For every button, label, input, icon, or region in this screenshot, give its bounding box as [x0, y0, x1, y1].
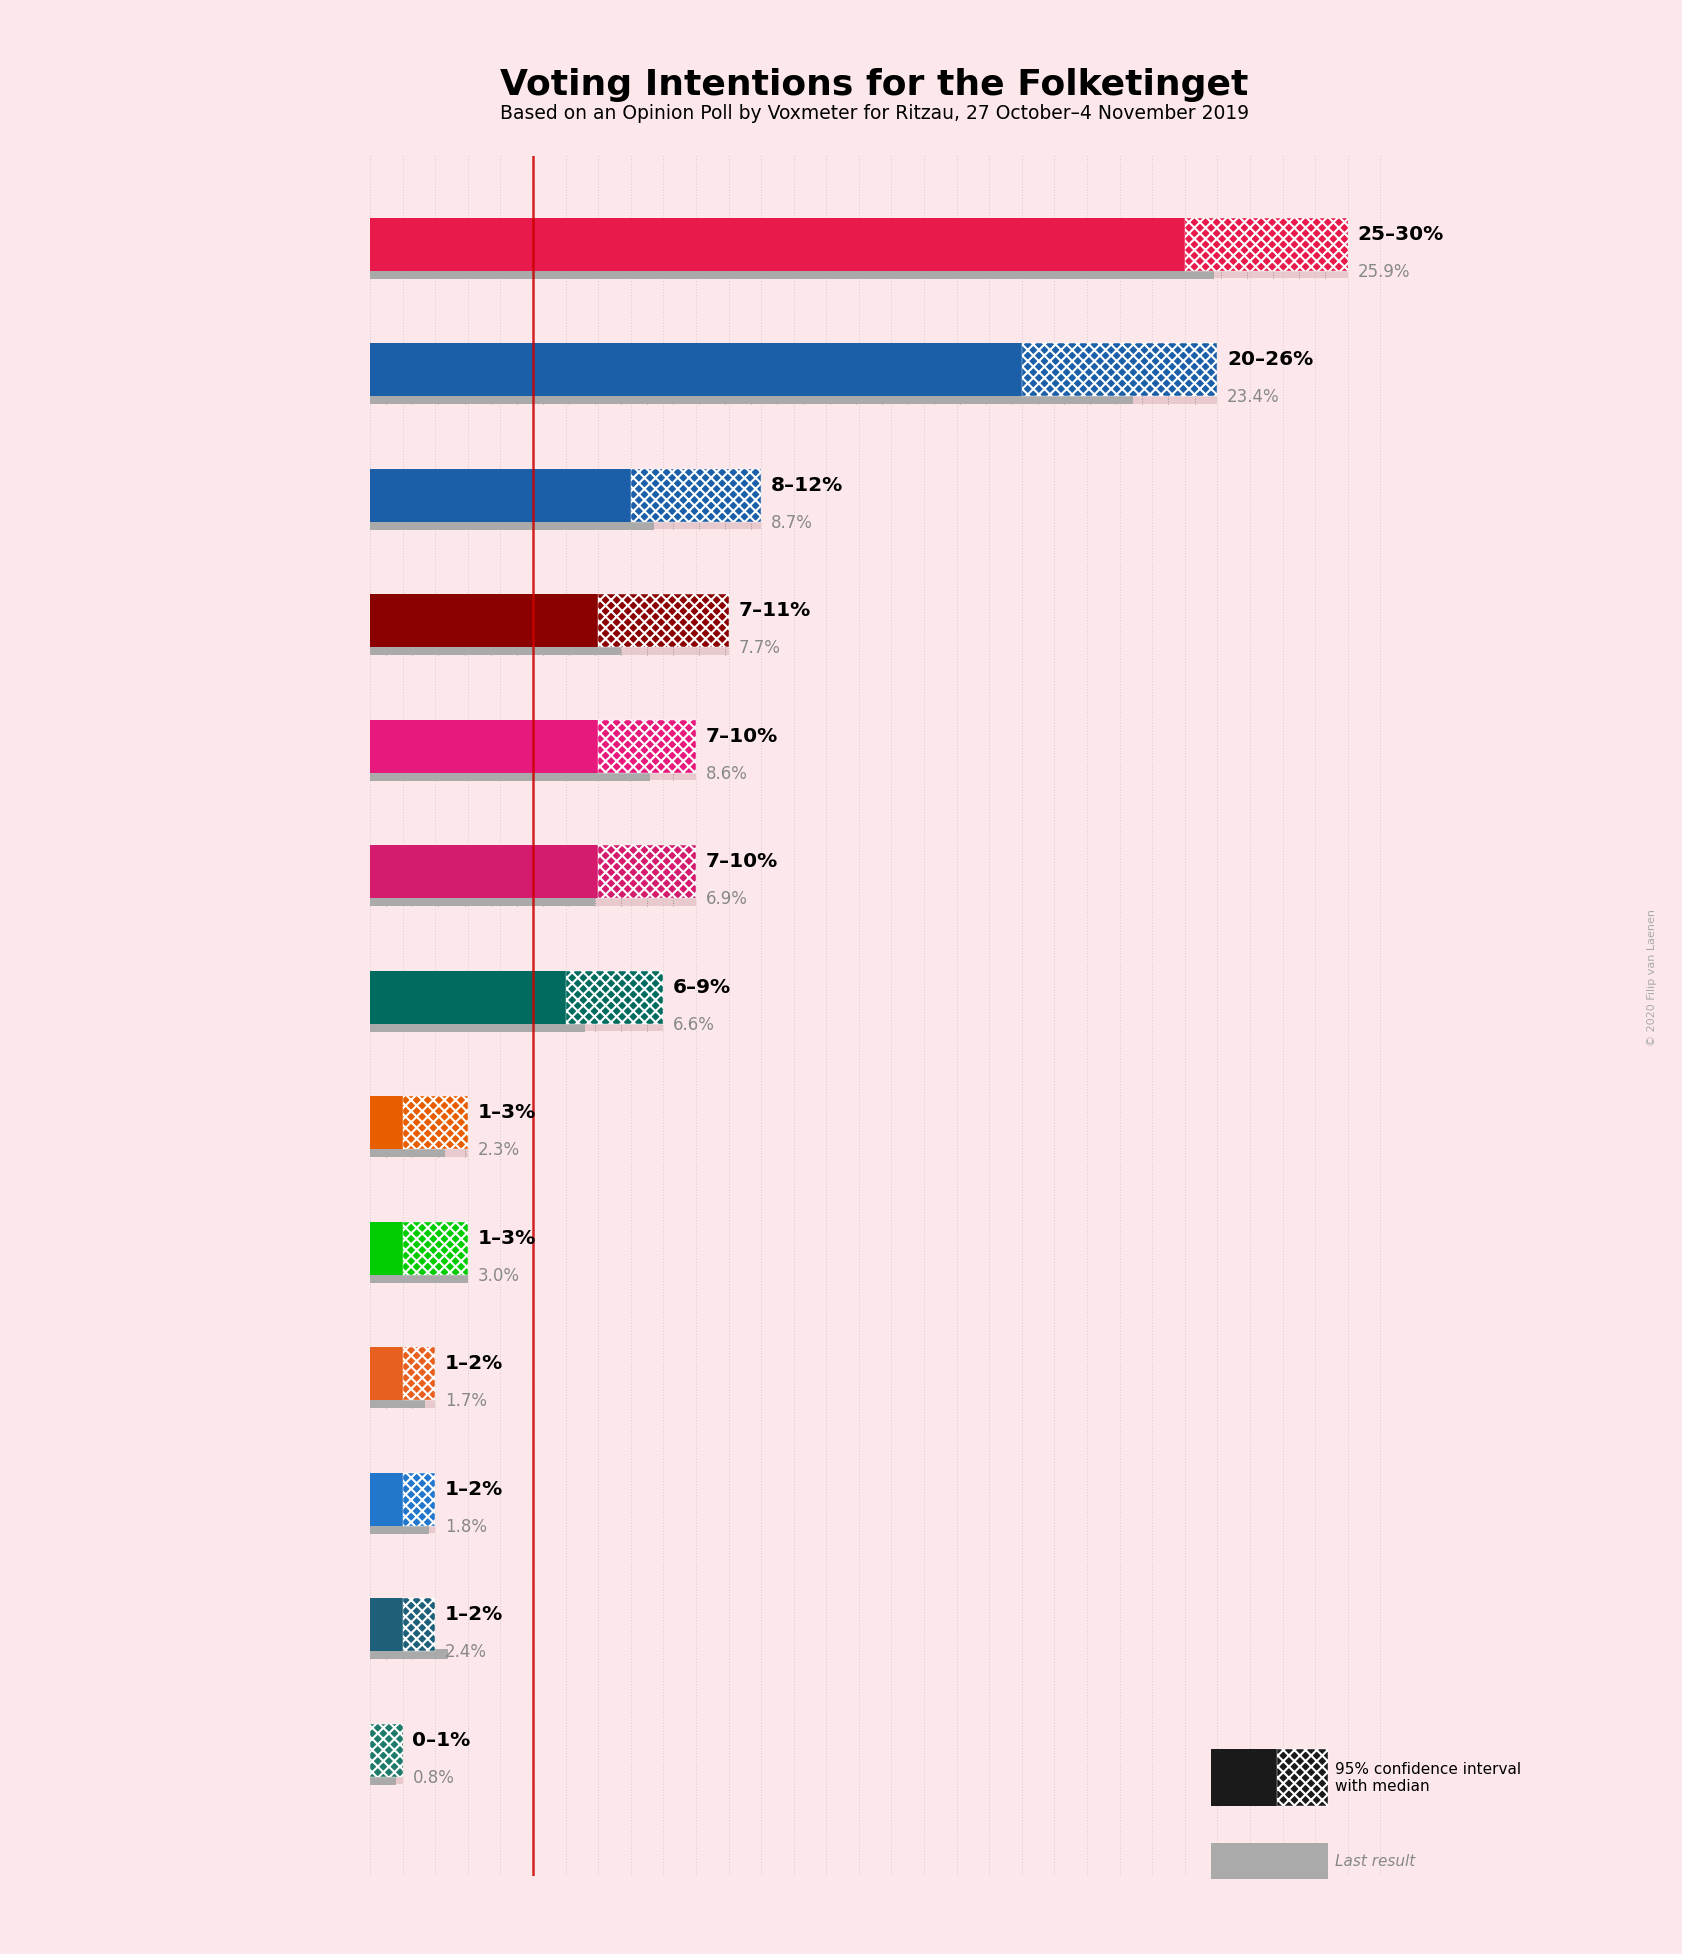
- Bar: [370, 1131, 468, 1157]
- Text: 23.4%: 23.4%: [1228, 389, 1280, 406]
- Text: 1–2%: 1–2%: [446, 1606, 503, 1624]
- Text: 2.3%: 2.3%: [478, 1141, 520, 1159]
- Bar: [370, 1221, 402, 1274]
- Text: 6.9%: 6.9%: [706, 891, 747, 909]
- Bar: [370, 1723, 402, 1776]
- Bar: [565, 971, 663, 1024]
- Bar: [1277, 1749, 1327, 1805]
- Bar: [370, 881, 696, 905]
- Bar: [370, 1774, 395, 1784]
- Text: 6.6%: 6.6%: [673, 1016, 715, 1034]
- Bar: [370, 217, 1184, 270]
- Text: Based on an Opinion Poll by Voxmeter for Ritzau, 27 October–4 November 2019: Based on an Opinion Poll by Voxmeter for…: [500, 104, 1250, 123]
- Bar: [370, 1759, 402, 1784]
- Bar: [370, 252, 1347, 277]
- Bar: [370, 719, 599, 772]
- Text: 25–30%: 25–30%: [1357, 225, 1443, 244]
- Text: 7–10%: 7–10%: [706, 852, 779, 871]
- Text: 20–26%: 20–26%: [1228, 350, 1314, 369]
- Bar: [370, 1272, 468, 1282]
- Text: 8.7%: 8.7%: [770, 514, 812, 531]
- Text: 1.7%: 1.7%: [446, 1393, 488, 1411]
- Bar: [370, 770, 651, 782]
- Bar: [370, 1649, 447, 1659]
- Bar: [370, 1256, 468, 1282]
- Text: 1–3%: 1–3%: [478, 1104, 537, 1122]
- Bar: [402, 1221, 468, 1274]
- Bar: [1211, 1843, 1327, 1880]
- Bar: [370, 1147, 446, 1157]
- Text: 8–12%: 8–12%: [770, 475, 843, 494]
- Bar: [370, 1598, 402, 1651]
- Bar: [370, 268, 1214, 279]
- Bar: [370, 1096, 402, 1149]
- Text: 6–9%: 6–9%: [673, 977, 732, 997]
- Bar: [370, 754, 696, 780]
- Bar: [631, 469, 760, 522]
- Bar: [1184, 217, 1347, 270]
- Text: 8.6%: 8.6%: [706, 764, 747, 784]
- Text: 1–3%: 1–3%: [478, 1229, 537, 1249]
- Bar: [1021, 344, 1218, 397]
- Bar: [370, 393, 1132, 404]
- Bar: [370, 846, 599, 899]
- Bar: [370, 1634, 436, 1659]
- Bar: [599, 846, 696, 899]
- Bar: [370, 645, 621, 655]
- Bar: [370, 1383, 436, 1407]
- Bar: [370, 895, 595, 907]
- Bar: [370, 1348, 402, 1401]
- Text: Last result: Last result: [1336, 1854, 1415, 1868]
- Bar: [370, 520, 654, 530]
- Bar: [402, 1096, 468, 1149]
- Text: Voting Intentions for the Folketinget: Voting Intentions for the Folketinget: [501, 68, 1248, 102]
- Bar: [402, 1473, 436, 1526]
- Bar: [370, 344, 1021, 397]
- Bar: [370, 379, 1218, 404]
- Text: 7–11%: 7–11%: [738, 602, 811, 619]
- Bar: [370, 1022, 585, 1032]
- Text: 7–10%: 7–10%: [706, 727, 779, 746]
- Bar: [370, 1524, 429, 1534]
- Bar: [370, 1006, 663, 1032]
- Text: 1–2%: 1–2%: [446, 1479, 503, 1499]
- Text: 0–1%: 0–1%: [412, 1731, 471, 1749]
- Text: 25.9%: 25.9%: [1357, 262, 1410, 281]
- Bar: [402, 1348, 436, 1401]
- Bar: [1211, 1749, 1277, 1805]
- Bar: [370, 594, 599, 647]
- Text: 0.8%: 0.8%: [412, 1768, 454, 1788]
- Text: 1–2%: 1–2%: [446, 1354, 503, 1374]
- Bar: [402, 1598, 436, 1651]
- Bar: [599, 719, 696, 772]
- Bar: [370, 1397, 426, 1409]
- Bar: [370, 971, 565, 1024]
- Text: 95% confidence interval
with median: 95% confidence interval with median: [1336, 1763, 1521, 1794]
- Bar: [370, 469, 631, 522]
- Bar: [370, 504, 760, 530]
- Text: 2.4%: 2.4%: [446, 1643, 488, 1661]
- Text: 7.7%: 7.7%: [738, 639, 780, 657]
- Text: © 2020 Filip van Laenen: © 2020 Filip van Laenen: [1647, 909, 1657, 1045]
- Text: 3.0%: 3.0%: [478, 1266, 520, 1286]
- Bar: [370, 1508, 436, 1534]
- Bar: [370, 1473, 402, 1526]
- Bar: [599, 594, 728, 647]
- Text: 1.8%: 1.8%: [446, 1518, 488, 1536]
- Bar: [370, 629, 728, 655]
